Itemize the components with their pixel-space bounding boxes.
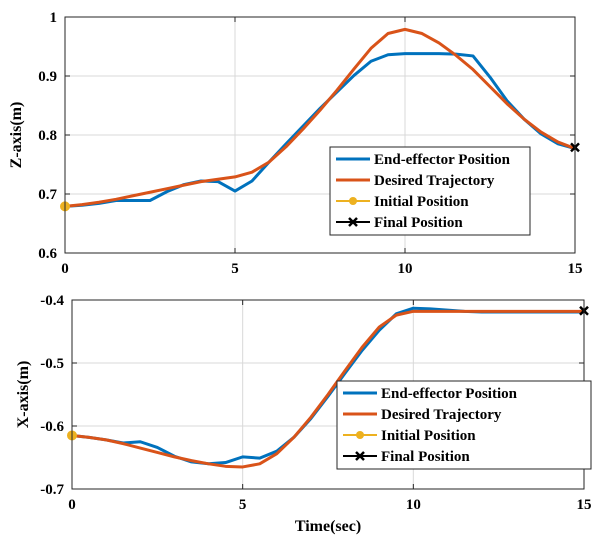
legend-item: Initial Position bbox=[336, 194, 469, 210]
series-line-desired bbox=[71, 309, 584, 469]
legend-item: End-effector Position bbox=[343, 386, 518, 402]
y-axis-label: X-axis(m) bbox=[15, 361, 32, 429]
y-tick-label: 0.8 bbox=[38, 128, 57, 144]
y-tick-label: -0.4 bbox=[40, 293, 64, 309]
axes-frame bbox=[64, 16, 576, 254]
y-tick-label: 0.7 bbox=[38, 187, 57, 203]
legend-label: Final Position bbox=[381, 449, 470, 465]
legend-item: Final Position bbox=[336, 215, 463, 231]
legend-box bbox=[329, 146, 531, 236]
legend-circle-marker bbox=[349, 197, 357, 205]
x-tick-label: 10 bbox=[398, 261, 413, 277]
x-tick-label: 0 bbox=[68, 497, 76, 513]
legend-item: End-effector Position bbox=[336, 152, 511, 168]
legend-circle-marker bbox=[356, 431, 364, 439]
y-tick-label: -0.5 bbox=[40, 356, 64, 372]
x-tick-label: 5 bbox=[239, 497, 247, 513]
x-tick-label: 15 bbox=[577, 497, 592, 513]
legend-label: Initial Position bbox=[374, 194, 469, 210]
legend-label: Initial Position bbox=[381, 428, 476, 444]
x-axis-label: Time(sec) bbox=[295, 518, 361, 535]
legend: End-effector Position Desired Trajectory I… bbox=[329, 146, 531, 236]
legend-item: Desired Trajectory bbox=[336, 173, 495, 189]
legend-x-marker bbox=[355, 451, 365, 461]
legend: End-effector Position Desired Trajectory I… bbox=[336, 380, 592, 470]
legend-item: Final Position bbox=[343, 449, 470, 465]
legend-item: Desired Trajectory bbox=[343, 407, 502, 423]
x-tick-label: 5 bbox=[231, 261, 239, 277]
legend-label: End-effector Position bbox=[374, 152, 511, 168]
y-tick-label: -0.7 bbox=[40, 482, 64, 498]
legend-label: End-effector Position bbox=[381, 386, 518, 402]
legend-label: Desired Trajectory bbox=[381, 407, 502, 423]
x-tick-label: 10 bbox=[406, 497, 421, 513]
y-tick-label: 1 bbox=[50, 10, 58, 26]
legend-box bbox=[336, 380, 592, 470]
legend-label: Final Position bbox=[374, 215, 463, 231]
y-axis-label: Z-axis(m) bbox=[8, 102, 25, 169]
y-tick-label: 0.9 bbox=[38, 69, 57, 85]
legend-label: Desired Trajectory bbox=[374, 173, 495, 189]
y-tick-label: 0.6 bbox=[38, 246, 57, 262]
legend-item: Initial Position bbox=[343, 428, 476, 444]
x-tick-label: 15 bbox=[568, 261, 583, 277]
chart-z: 0 5 10 15 0.6 0.7 0.8 0.9 1 Z-axis(m) End-effector… bbox=[8, 10, 583, 277]
legend-x-marker bbox=[348, 217, 358, 227]
x-tick-label: 0 bbox=[61, 261, 69, 277]
series-line-desired bbox=[64, 27, 576, 208]
chart-x: 0 5 10 15 -0.7 -0.6 -0.5 -0.4 X-axis(m) Time(sec)… bbox=[15, 293, 592, 535]
y-tick-label: -0.6 bbox=[40, 419, 64, 435]
